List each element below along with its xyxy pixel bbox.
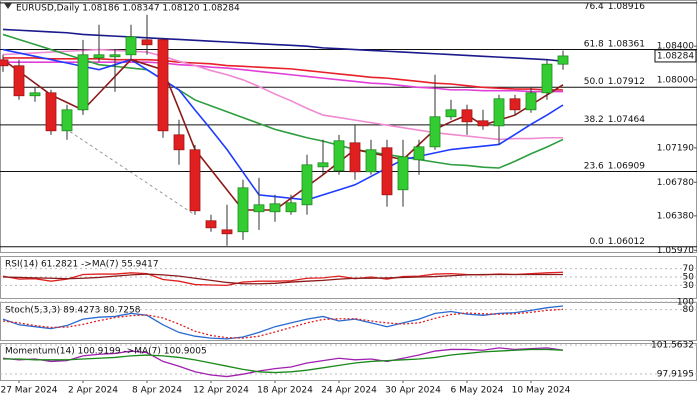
y-tick-label: 1.07190 <box>657 143 694 153</box>
panel-title: Stoch(5,3,3) 89.4273 80.7258 <box>5 306 141 316</box>
fib-value: 1.06012 <box>608 236 645 246</box>
y-tick-label: 1.08400 <box>657 42 694 52</box>
x-tick-label: 27 Mar 2024 <box>0 386 57 396</box>
series-line <box>2 48 564 201</box>
y-tick-label: 70 <box>683 264 695 274</box>
candle-body <box>349 142 361 173</box>
candle-body <box>205 220 217 229</box>
candle-body <box>461 109 473 123</box>
candle-body <box>317 162 329 168</box>
fib-value: 1.08361 <box>608 39 645 49</box>
series-line <box>2 33 564 169</box>
candle-body <box>413 146 425 161</box>
x-tick-label: 10 May 2024 <box>512 386 571 396</box>
series-line <box>2 28 564 63</box>
fib-level: 76.4 <box>584 2 604 12</box>
candle-body <box>301 164 313 206</box>
fib-level: 61.8 <box>584 39 604 49</box>
candle-body <box>525 92 537 111</box>
panel-frame <box>0 302 697 341</box>
candle-body <box>285 202 297 213</box>
panel-title: Momentum(14) 100.9199 ->MA(7) 100.9005 <box>5 347 207 357</box>
candle-body <box>141 39 153 46</box>
x-tick-label: 30 Apr 2024 <box>385 386 441 396</box>
fib-label: 38.2 1.07464 <box>584 114 646 124</box>
series-line <box>2 48 563 141</box>
fib-value: 1.07912 <box>608 77 645 87</box>
x-tick-label: 18 Apr 2024 <box>257 386 313 396</box>
fib-label: 76.4 1.08916 <box>584 2 646 12</box>
x-tick-label: 8 Apr 2024 <box>132 386 182 396</box>
last-price-label: 1.08284 <box>657 51 694 61</box>
last-price-box <box>654 49 697 63</box>
panel-title: RSI(14) 61.2821 ->MA(7) 55.9417 <box>5 260 159 270</box>
candle-body <box>365 149 377 173</box>
y-tick-label: 100 <box>677 298 694 308</box>
series-line <box>2 347 564 378</box>
candle-body <box>157 39 169 132</box>
fib-label: 0.0 1.06012 <box>589 236 645 246</box>
candle-body <box>253 204 265 213</box>
candle-body <box>93 54 105 59</box>
candle-body <box>557 55 569 65</box>
series-line <box>3 348 564 374</box>
fib-value: 1.06909 <box>608 161 645 171</box>
series-line <box>3 61 563 93</box>
candle-body <box>61 109 73 132</box>
series-line <box>3 57 563 91</box>
candle-body <box>429 116 441 148</box>
panel-title: EURUSD,Daily 1.08186 1.08347 1.08120 1.0… <box>16 4 240 14</box>
x-tick-label: 12 Apr 2024 <box>193 386 249 396</box>
candle-body <box>109 54 121 58</box>
fib-label: 23.6 1.06909 <box>584 161 646 171</box>
fib-level: 23.6 <box>584 161 604 171</box>
y-tick-label: 1.08000 <box>657 75 694 85</box>
fib-level: 0.0 <box>589 236 604 246</box>
fib-label: 61.8 1.08361 <box>584 39 645 49</box>
x-tick-label: 2 Apr 2024 <box>68 386 118 396</box>
y-tick-label: 30 <box>683 281 695 291</box>
y-tick-label: 1.06380 <box>657 211 694 221</box>
candle-body <box>541 63 553 94</box>
fib-value: 1.07464 <box>608 114 645 124</box>
candle-body <box>221 229 233 235</box>
y-tick-label: 101.5632 <box>651 340 694 350</box>
y-tick-label: 80 <box>683 305 695 315</box>
series-line <box>2 273 564 285</box>
candle-body <box>77 54 89 111</box>
fib-level: 38.2 <box>584 114 604 124</box>
x-tick-label: 24 Apr 2024 <box>321 386 377 396</box>
candle-body <box>13 65 25 97</box>
candle-body <box>29 92 41 97</box>
candle-body <box>509 98 521 111</box>
y-tick-label: 1.05970 <box>657 246 694 256</box>
panel-frame <box>0 0 697 253</box>
candle-body <box>445 109 457 118</box>
fib-level: 50.0 <box>584 77 604 87</box>
fib-value: 1.08916 <box>608 2 645 12</box>
candle-body <box>125 36 137 56</box>
candle-body <box>45 92 57 132</box>
candle-body <box>269 203 281 213</box>
candle-body <box>381 147 393 196</box>
y-tick-label: 50 <box>683 273 695 283</box>
candle-body <box>189 149 201 212</box>
candle-body <box>477 120 489 127</box>
y-tick-label: 1.06780 <box>657 178 694 188</box>
series-line <box>2 305 564 340</box>
candle-body <box>333 140 345 172</box>
y-tick-label: 97.9195 <box>657 370 694 380</box>
candle-body <box>173 134 185 151</box>
candle-body <box>397 156 409 191</box>
x-tick-label: 6 May 2024 <box>451 386 504 396</box>
candle-body <box>493 98 505 127</box>
candle-body <box>0 59 9 67</box>
title-icon <box>4 3 12 9</box>
panel-frame <box>0 343 697 381</box>
fib-label: 50.0 1.07912 <box>584 77 645 87</box>
candle-body <box>237 187 249 233</box>
